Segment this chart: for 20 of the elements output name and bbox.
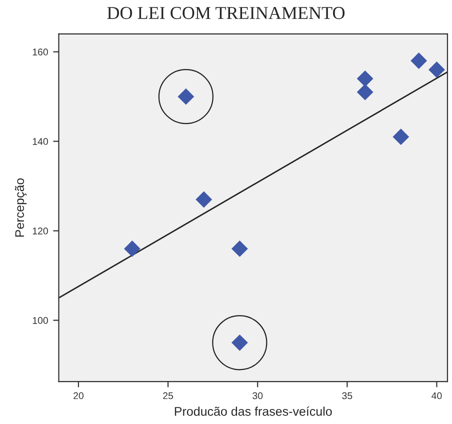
point [231, 240, 248, 257]
point [410, 52, 428, 69]
point [356, 84, 374, 100]
y-tick-label: 140 [32, 138, 48, 145]
x-axis-title: Producão das frases-veículo [174, 406, 332, 416]
x-tick-label: 40 [432, 392, 442, 400]
x-tick-label: 35 [342, 392, 352, 400]
point [428, 62, 445, 78]
point [196, 191, 212, 208]
y-tick-label: 120 [32, 228, 48, 234]
y-tick-label: 160 [32, 48, 48, 56]
x-tick-label: 25 [163, 392, 174, 400]
chart-title: DO LEI COM TREINAMENTO [107, 6, 345, 20]
x-tick-label: 30 [252, 392, 263, 400]
point [392, 128, 410, 146]
y-axis-title: Percepção [14, 178, 27, 237]
y-tick-label: 100 [32, 317, 48, 324]
point [124, 240, 140, 257]
x-tick-label: 20 [74, 392, 84, 400]
point [356, 70, 374, 87]
